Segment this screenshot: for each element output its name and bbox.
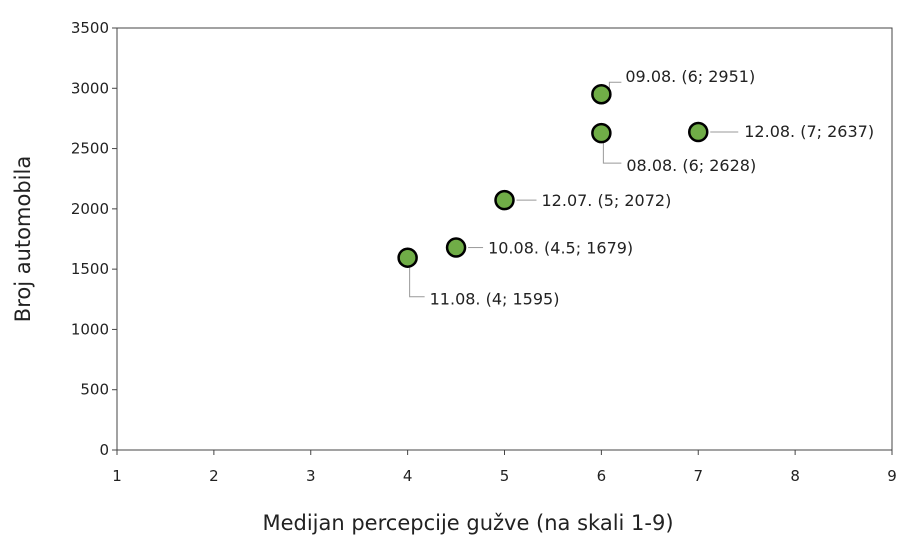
x-tick-label: 6	[597, 467, 607, 485]
y-axis-title: Broj automobila	[11, 156, 35, 322]
data-point	[445, 237, 467, 258]
x-tick-label: 5	[500, 467, 510, 485]
y-axis: 0 500 1000 1500 2000 2500 3000 3500	[71, 19, 117, 459]
leader-line	[602, 143, 622, 164]
y-tick-label: 3000	[71, 79, 109, 97]
x-tick-label: 3	[306, 467, 316, 485]
data-label: 12.07. (5; 2072)	[542, 191, 672, 210]
leader-line	[608, 81, 622, 90]
y-tick-label: 3500	[71, 19, 109, 37]
data-point	[591, 122, 612, 144]
x-tick-label: 7	[693, 467, 703, 485]
x-axis: 1 2 3 4 5 6 7 8 9	[112, 450, 897, 485]
x-tick-label: 9	[887, 467, 897, 485]
data-label: 08.08. (6; 2628)	[626, 156, 756, 175]
y-tick-label: 2500	[71, 140, 109, 158]
y-tick-label: 1500	[71, 260, 109, 278]
data-label: 12.08. (7; 2637)	[744, 122, 874, 141]
data-label: 09.08. (6; 2951)	[625, 67, 755, 86]
data-label: 11.08. (4; 1595)	[430, 290, 560, 309]
data-point	[688, 121, 709, 143]
y-tick-label: 500	[80, 381, 109, 399]
data-point	[397, 247, 418, 268]
annotation-leaders	[409, 81, 739, 298]
data-labels: 09.08. (6; 2951) 12.08. (7; 2637) 08.08. (…	[430, 67, 874, 308]
y-tick-label: 0	[99, 441, 109, 459]
data-label: 10.08. (4.5; 1679)	[488, 239, 633, 258]
x-tick-label: 2	[209, 467, 219, 485]
x-axis-title: Medijan percepcije gužve (na skali 1-9)	[262, 511, 673, 535]
leader-line	[409, 267, 425, 298]
x-tick-label: 4	[403, 467, 413, 485]
data-point	[591, 83, 612, 105]
data-points	[397, 83, 709, 268]
y-tick-label: 1000	[71, 320, 109, 338]
y-tick-label: 2000	[71, 200, 109, 218]
x-tick-label: 8	[790, 467, 800, 485]
data-point	[494, 189, 515, 211]
x-tick-label: 1	[112, 467, 122, 485]
